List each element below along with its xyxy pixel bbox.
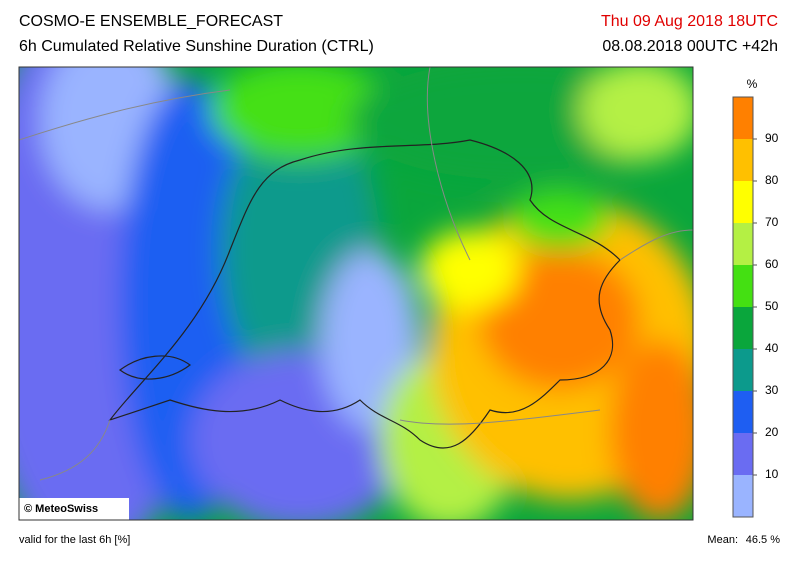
colorbar-tick-label: 50	[765, 299, 779, 313]
colorbar-tick-label: 60	[765, 257, 779, 271]
mean-value: 46.5 %	[746, 534, 780, 546]
colorbar-tick-label: 30	[765, 383, 779, 397]
valid-time: Thu 09 Aug 2018 18UTC	[601, 13, 778, 30]
colorbar-segment	[733, 391, 753, 433]
map-frame	[18, 66, 694, 521]
colorbar-segment	[733, 139, 753, 181]
colorbar-tick-label: 40	[765, 341, 779, 355]
colorbar: % 10 20 30 40 50 60 70 80 90	[732, 77, 779, 518]
mean-label: Mean:	[707, 534, 738, 546]
colorbar-tick-label: 80	[765, 173, 779, 187]
map: © MeteoSwiss	[19, 67, 693, 520]
colorbar-segment	[733, 433, 753, 475]
colorbar-segment	[733, 181, 753, 223]
colorbar-tick-label: 20	[765, 425, 779, 439]
validity: valid for the last 6h [%]	[19, 534, 130, 546]
subtitle: 6h Cumulated Relative Sunshine Duration …	[19, 38, 374, 55]
run-info: 08.08.2018 00UTC +42h	[602, 38, 778, 55]
title: COSMO-E ENSEMBLE_FORECAST	[19, 13, 283, 30]
colorbar-segment	[733, 307, 753, 349]
colorbar-unit: %	[747, 77, 758, 91]
colorbar-tick-label: 70	[765, 215, 779, 229]
colorbar-segment	[733, 223, 753, 265]
colorbar-segment	[733, 265, 753, 307]
copyright: © MeteoSwiss	[24, 503, 98, 515]
colorbar-segment	[733, 475, 753, 517]
colorbar-tick-label: 10	[765, 467, 779, 481]
colorbar-tick-label: 90	[765, 131, 779, 145]
colorbar-segment	[733, 97, 753, 139]
copyright-box	[19, 498, 129, 520]
colorbar-segment	[733, 349, 753, 391]
